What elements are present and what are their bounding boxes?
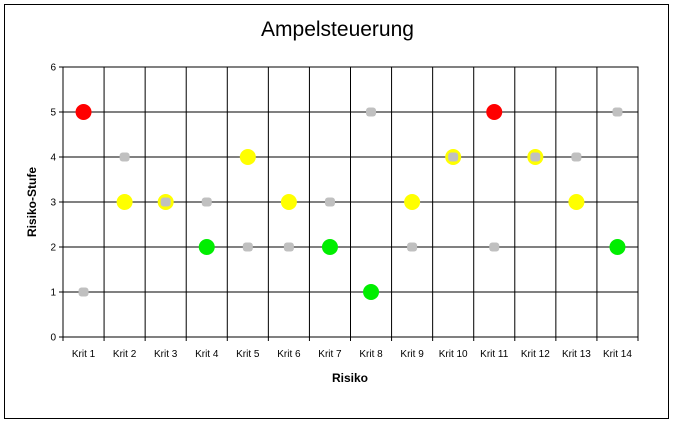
data-point-small — [407, 242, 418, 252]
data-point-large — [280, 194, 297, 210]
data-point-small — [489, 242, 500, 252]
y-tick-label: 1 — [50, 288, 56, 299]
x-axis-title: Risiko — [332, 371, 368, 385]
x-tick-label: Krit 1 — [72, 349, 96, 360]
x-tick-label: Krit 8 — [359, 349, 383, 360]
data-point-small — [571, 152, 582, 162]
data-point-large — [321, 239, 338, 255]
tick-labels: 0 1 2 3 4 5 6 Krit 1 Krit 2 Krit 3 Krit 4 Krit 5 Kri… — [50, 63, 632, 361]
x-tick-label: Krit 10 — [439, 349, 468, 360]
y-tick-label: 4 — [50, 153, 56, 164]
data-point-small-overlay — [530, 152, 541, 162]
data-point-small — [612, 107, 623, 117]
data-point-small — [324, 197, 335, 207]
chart-title: Ampelsteuerung — [261, 18, 414, 41]
data-point-large — [75, 104, 92, 120]
data-point-large — [116, 194, 133, 210]
y-axis-title: Risiko-Stufe — [25, 167, 39, 237]
data-point-small — [366, 107, 377, 117]
data-point-large — [404, 194, 421, 210]
y-tick-label: 2 — [50, 243, 56, 254]
x-tick-label: Krit 14 — [603, 349, 632, 360]
x-tick-label: Krit 11 — [480, 349, 509, 360]
data-point-small-overlay — [160, 197, 171, 207]
data-point-large — [568, 194, 585, 210]
data-point-large — [609, 239, 626, 255]
data-point-large — [198, 239, 215, 255]
x-tick-label: Krit 6 — [277, 349, 301, 360]
x-tick-label: Krit 5 — [236, 349, 260, 360]
data-point-large — [363, 284, 380, 300]
y-tick-label: 5 — [50, 108, 56, 119]
data-point-small-overlay — [448, 152, 459, 162]
data-point-small — [242, 242, 253, 252]
data-point-small — [78, 287, 89, 297]
y-tick-label: 6 — [50, 63, 56, 74]
data-point-large — [239, 149, 256, 165]
data-point-large — [486, 104, 503, 120]
data-point-small — [201, 197, 212, 207]
axes — [59, 66, 639, 341]
y-tick-label: 0 — [50, 333, 56, 344]
x-tick-label: Krit 13 — [562, 349, 591, 360]
x-tick-label: Krit 2 — [113, 349, 137, 360]
x-tick-label: Krit 12 — [521, 349, 550, 360]
data-points — [75, 104, 626, 300]
x-tick-label: Krit 3 — [154, 349, 178, 360]
data-point-small — [119, 152, 130, 162]
x-tick-label: Krit 9 — [400, 349, 424, 360]
x-tick-label: Krit 4 — [195, 349, 219, 360]
data-point-small — [283, 242, 294, 252]
x-tick-label: Krit 7 — [318, 349, 342, 360]
y-tick-label: 3 — [50, 198, 56, 209]
